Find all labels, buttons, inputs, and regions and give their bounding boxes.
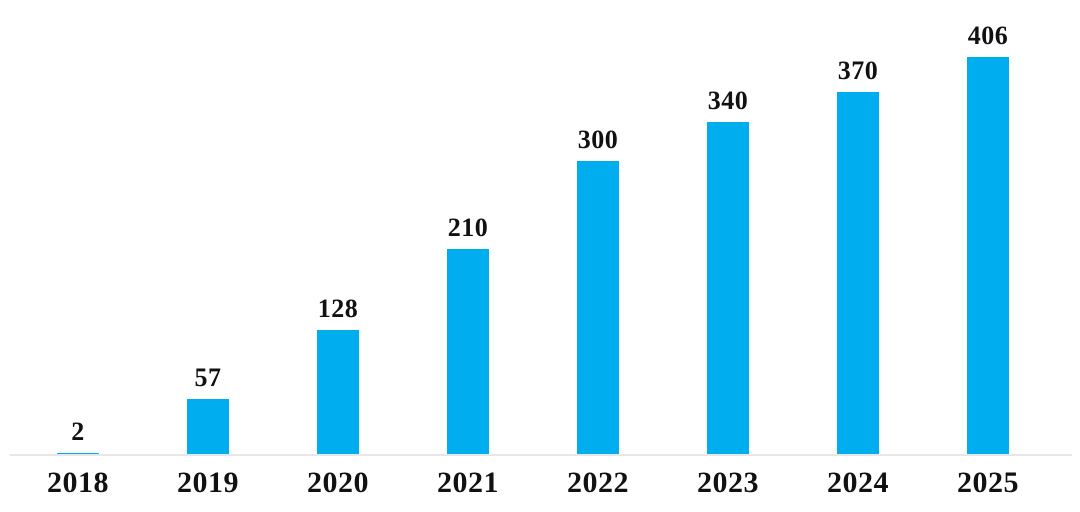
bar-column: 300 bbox=[533, 127, 663, 455]
bar bbox=[967, 57, 1009, 455]
x-axis-label: 2022 bbox=[567, 466, 629, 499]
x-axis-label: 2021 bbox=[437, 466, 499, 499]
bar-value-label: 57 bbox=[194, 363, 222, 392]
x-axis-label: 2018 bbox=[47, 466, 109, 499]
x-axis-label: 2024 bbox=[827, 466, 889, 499]
x-axis-line bbox=[10, 454, 1072, 456]
x-axis-label: 2025 bbox=[957, 466, 1019, 499]
bar bbox=[317, 330, 359, 455]
x-axis-labels: 2018 2019 2020 2021 2022 2023 2024 2025 bbox=[13, 468, 1053, 498]
bar-column: 406 bbox=[923, 23, 1053, 455]
bar-column: 128 bbox=[273, 296, 403, 455]
bar bbox=[837, 92, 879, 455]
bar-value-label: 210 bbox=[447, 213, 489, 242]
bar-column: 370 bbox=[793, 58, 923, 455]
bar-value-label: 340 bbox=[707, 86, 749, 115]
x-axis-label: 2020 bbox=[307, 466, 369, 499]
bar-value-label: 406 bbox=[967, 21, 1009, 50]
bar-column: 340 bbox=[663, 88, 793, 455]
bar-column: 2 bbox=[13, 419, 143, 455]
bar-column: 210 bbox=[403, 215, 533, 455]
x-axis-label: 2023 bbox=[697, 466, 759, 499]
bar-value-label: 2 bbox=[71, 417, 85, 446]
bar-value-label: 128 bbox=[317, 294, 359, 323]
bar-column: 57 bbox=[143, 365, 273, 455]
x-axis-label: 2019 bbox=[177, 466, 239, 499]
bar bbox=[187, 399, 229, 455]
plot-area: 2 57 128 210 300 340 370 406 bbox=[13, 0, 1053, 455]
bar bbox=[577, 161, 619, 455]
bar bbox=[707, 122, 749, 455]
bar-value-label: 370 bbox=[837, 56, 879, 85]
bar-value-label: 300 bbox=[577, 125, 619, 154]
bar bbox=[447, 249, 489, 455]
